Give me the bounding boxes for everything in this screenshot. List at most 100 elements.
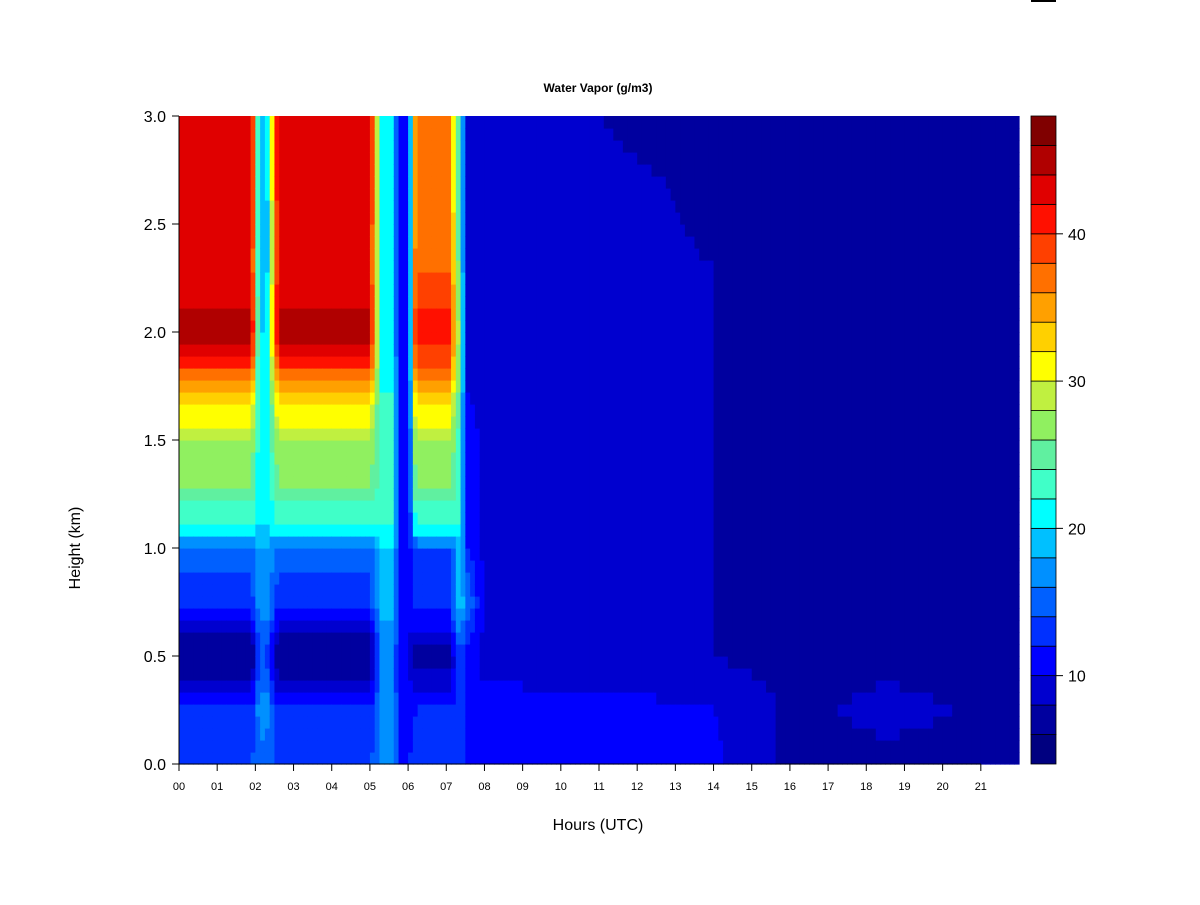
heatmap-cell — [427, 128, 433, 141]
heatmap-cell — [465, 452, 471, 465]
heatmap-cell — [451, 560, 457, 573]
heatmap-cell — [536, 524, 543, 537]
heatmap-cell — [527, 260, 533, 273]
heatmap-cell — [522, 140, 529, 153]
heatmap-cell — [556, 584, 562, 597]
heatmap-cell — [212, 248, 218, 261]
heatmap-cell — [226, 716, 233, 729]
heatmap-cell — [198, 344, 204, 357]
heatmap-cell — [489, 188, 495, 201]
heatmap-cell — [221, 560, 228, 573]
heatmap-cell — [503, 608, 509, 621]
heatmap-cell — [541, 452, 548, 465]
heatmap-cell — [594, 560, 600, 573]
heatmap-cell — [241, 680, 247, 693]
heatmap-cell — [303, 416, 309, 429]
heatmap-cell — [307, 188, 314, 201]
heatmap-cell — [441, 284, 447, 297]
heatmap-cell — [536, 392, 543, 405]
heatmap-cell — [532, 572, 538, 585]
heatmap-cell — [231, 296, 237, 309]
heatmap-cell — [303, 404, 309, 417]
heatmap-cell — [384, 704, 390, 717]
heatmap-cell — [532, 752, 538, 765]
heatmap-cell — [470, 728, 476, 741]
heatmap-cell — [522, 224, 529, 237]
heatmap-cell — [422, 284, 428, 297]
heatmap-cell — [479, 392, 486, 405]
heatmap-cell — [221, 608, 228, 621]
heatmap-cell — [517, 452, 524, 465]
heatmap-cell — [269, 704, 276, 717]
heatmap-cell — [398, 488, 404, 501]
heatmap-cell — [484, 476, 490, 489]
heatmap-cell — [217, 296, 223, 309]
heatmap-cell — [599, 512, 605, 525]
heatmap-cell — [579, 668, 586, 681]
heatmap-cell — [303, 284, 309, 297]
heatmap-cell — [613, 476, 619, 489]
heatmap-cell — [331, 260, 338, 273]
heatmap-cell — [198, 560, 204, 573]
heatmap-cell — [331, 740, 338, 753]
heatmap-cell — [570, 404, 576, 417]
heatmap-cell — [274, 140, 280, 153]
heatmap-cell — [245, 596, 252, 609]
heatmap-cell — [451, 440, 457, 453]
heatmap-cell — [589, 428, 595, 441]
heatmap-cell — [279, 464, 285, 477]
heatmap-cell — [389, 464, 395, 477]
heatmap-cell — [379, 500, 385, 513]
heatmap-cell — [565, 224, 571, 237]
heatmap-cell — [474, 668, 481, 681]
heatmap-cell — [589, 476, 595, 489]
heatmap-cell — [599, 416, 605, 429]
heatmap-cell — [217, 548, 223, 561]
heatmap-cell — [589, 176, 595, 189]
heatmap-cell — [541, 656, 548, 669]
heatmap-cell — [494, 692, 500, 705]
heatmap-cell — [350, 356, 357, 369]
heatmap-cell — [551, 212, 557, 225]
heatmap-cell — [389, 704, 395, 717]
heatmap-cell — [522, 740, 529, 753]
heatmap-cell — [603, 200, 610, 213]
heatmap-cell — [193, 512, 199, 525]
heatmap-cell — [508, 452, 514, 465]
heatmap-cell — [193, 272, 199, 285]
heatmap-cell — [269, 548, 276, 561]
heatmap-cell — [484, 200, 490, 213]
heatmap-cell — [551, 692, 557, 705]
heatmap-cell — [474, 500, 481, 513]
heatmap-cell — [451, 260, 457, 273]
heatmap-cell — [470, 128, 476, 141]
heatmap-cell — [613, 656, 619, 669]
heatmap-cell — [522, 176, 529, 189]
heatmap-cell — [264, 368, 271, 381]
heatmap-cell — [346, 200, 352, 213]
heatmap-cell — [412, 704, 419, 717]
heatmap-cell — [260, 728, 266, 741]
heatmap-cell — [350, 320, 357, 333]
heatmap-cell — [245, 224, 252, 237]
heatmap-cell — [322, 308, 328, 321]
heatmap-cell — [536, 452, 543, 465]
heatmap-cell — [460, 728, 466, 741]
heatmap-cell — [379, 260, 385, 273]
heatmap-cell — [226, 176, 233, 189]
heatmap-cell — [202, 164, 209, 177]
heatmap-cell — [579, 200, 586, 213]
heatmap-cell — [389, 632, 395, 645]
heatmap-cell — [431, 176, 438, 189]
heatmap-cell — [288, 320, 295, 333]
heatmap-cell — [417, 416, 424, 429]
heatmap-cell — [255, 212, 261, 225]
heatmap-cell — [556, 260, 562, 273]
heatmap-cell — [384, 260, 390, 273]
heatmap-cell — [513, 356, 519, 369]
heatmap-cell — [446, 236, 452, 249]
heatmap-cell — [599, 284, 605, 297]
heatmap-cell — [179, 452, 185, 465]
heatmap-cell — [350, 644, 357, 657]
heatmap-cell — [236, 224, 242, 237]
